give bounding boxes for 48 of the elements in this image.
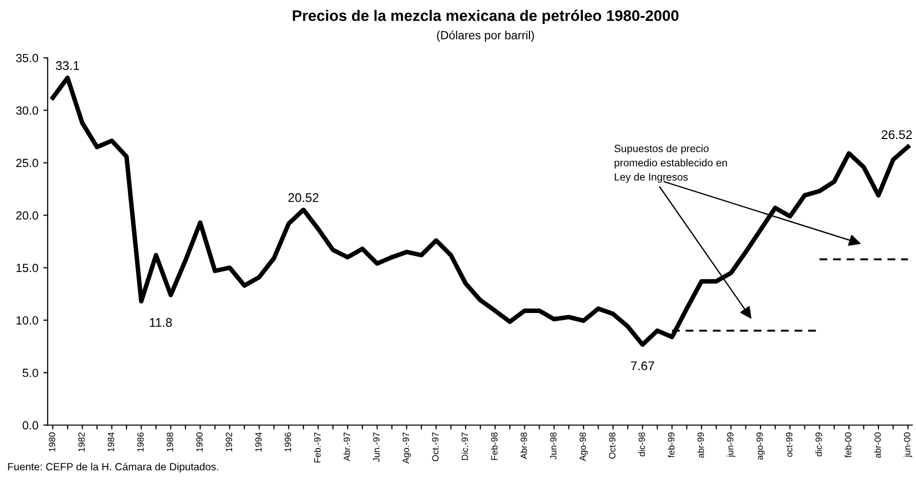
x-tick-label: Abr-98: [520, 432, 528, 460]
x-tick-label: Feb.-97: [314, 432, 321, 462]
y-tick-label: 35.0: [16, 54, 38, 62]
x-tick-label: Dic.-97: [461, 432, 468, 460]
x-tick-label: abr-99: [697, 432, 704, 458]
x-tick-label: Oct.-97: [432, 432, 439, 462]
source-note: Fuente: CEFP de la H. Cámara de Diputados.: [8, 462, 218, 472]
x-tick-label: 1982: [78, 432, 85, 452]
x-tick-label: oct-99: [786, 432, 792, 457]
x-tick-label: feb-99: [668, 432, 674, 458]
data-label: 20.52: [288, 193, 318, 202]
x-tick-label: Ago.-97: [402, 432, 411, 464]
x-tick-label: 1996: [284, 432, 292, 452]
y-tick-label: 20.0: [16, 211, 38, 220]
x-tick-label: jun-00: [904, 432, 912, 458]
x-tick-label: 1992: [226, 432, 232, 452]
data-label: 26.52: [882, 130, 912, 140]
x-tick-label: 1990: [196, 432, 203, 452]
chart-title: Precios de la mezcla mexicana de petróleo 1980-2000: [292, 10, 678, 24]
y-tick-label: 30.0: [16, 106, 38, 115]
x-tick-label: ago-99: [756, 432, 765, 460]
x-tick-label: Jun.-97: [373, 432, 380, 462]
x-tick-label: abr-00: [874, 432, 881, 458]
x-tick-label: Abr.-97: [343, 432, 350, 462]
x-tick-label: feb-00: [844, 432, 852, 458]
x-tick-label: 1994: [255, 432, 262, 452]
x-tick-label: jun-99: [726, 432, 736, 458]
x-tick-label: 1980: [48, 432, 56, 452]
y-tick-label: 15.0: [16, 264, 38, 272]
data-label: 33.1: [56, 61, 80, 70]
x-tick-label: 1986: [137, 432, 144, 452]
x-tick-label: dic-98: [638, 432, 645, 456]
y-tick-label: 10.0: [16, 316, 38, 325]
y-tick-label: 0.0: [22, 421, 38, 430]
chart-subtitle: (Dólares por barril): [437, 30, 534, 42]
line-series: [50, 76, 910, 347]
x-tick-label: Feb-98: [490, 432, 498, 460]
y-tick-label: 25.0: [16, 158, 38, 168]
y-tick-label: 5.0: [22, 368, 38, 378]
x-tick-label: 1984: [108, 432, 114, 452]
x-tick-label: Ago-98: [580, 432, 588, 462]
data-label: 11.8: [150, 318, 172, 327]
x-tick-label: dic-99: [815, 432, 822, 456]
x-tick-label: Jun-98: [550, 432, 556, 460]
x-tick-label: 1988: [166, 432, 174, 452]
data-label: 7.67: [631, 361, 654, 370]
annotation: Supuestos de precio promedio establecido en Ley de Ingresos: [614, 144, 727, 183]
x-tick-label: Oct-98: [609, 432, 616, 459]
